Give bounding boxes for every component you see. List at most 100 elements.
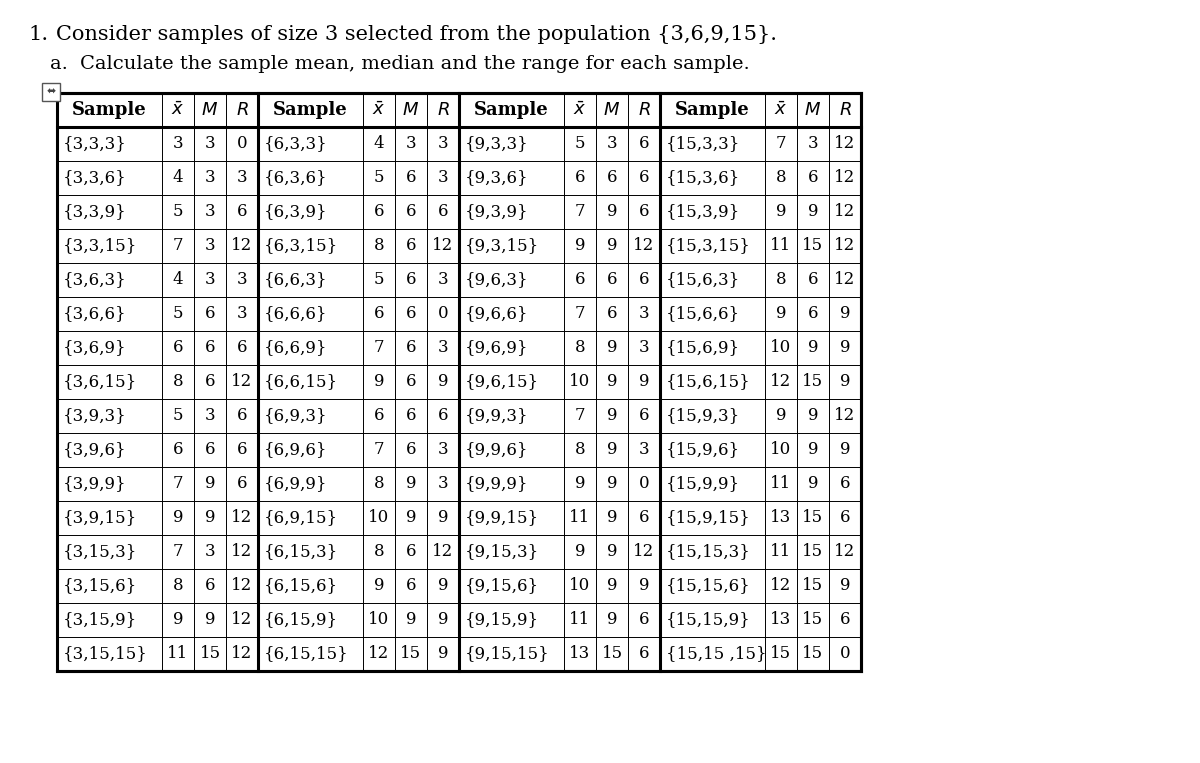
Text: 7: 7: [575, 204, 586, 221]
Text: {15,3,3}: {15,3,3}: [666, 136, 740, 153]
Text: 15: 15: [803, 510, 823, 526]
Text: 9: 9: [840, 340, 851, 356]
Text: {15,6,15}: {15,6,15}: [666, 374, 751, 391]
Text: 12: 12: [834, 543, 856, 561]
Text: {9,9,15}: {9,9,15}: [466, 510, 539, 526]
Text: {6,9,6}: {6,9,6}: [264, 442, 328, 459]
Text: $M$: $M$: [202, 101, 218, 119]
Text: 12: 12: [834, 204, 856, 221]
Text: $\bar{x}$: $\bar{x}$: [172, 101, 185, 119]
Text: 6: 6: [638, 169, 649, 186]
Text: {15,15,6}: {15,15,6}: [666, 578, 751, 594]
Text: 6: 6: [205, 374, 215, 391]
Text: 3: 3: [438, 340, 449, 356]
Text: {15,9,9}: {15,9,9}: [666, 475, 740, 492]
Text: 3: 3: [438, 136, 449, 153]
Text: 0: 0: [438, 305, 449, 323]
Text: 15: 15: [401, 645, 421, 662]
Text: 6: 6: [638, 510, 649, 526]
Text: 4: 4: [373, 136, 384, 153]
Text: 6: 6: [205, 305, 215, 323]
Text: Calculate the sample mean, median and the range for each sample.: Calculate the sample mean, median and th…: [80, 55, 750, 73]
Text: $R$: $R$: [235, 101, 248, 119]
Text: 12: 12: [834, 407, 856, 424]
Text: Sample: Sample: [72, 101, 146, 119]
Text: $R$: $R$: [437, 101, 449, 119]
Text: 6: 6: [406, 305, 416, 323]
Text: {15,6,3}: {15,6,3}: [666, 272, 740, 288]
Text: 8: 8: [775, 272, 786, 288]
Text: 6: 6: [638, 136, 649, 153]
Text: 13: 13: [770, 611, 792, 629]
Text: 9: 9: [607, 340, 617, 356]
Text: 12: 12: [834, 237, 856, 255]
Text: 9: 9: [438, 374, 449, 391]
Text: 9: 9: [607, 475, 617, 492]
Text: 6: 6: [236, 442, 247, 459]
Text: 9: 9: [205, 611, 215, 629]
Text: 8: 8: [575, 442, 586, 459]
Text: 3: 3: [438, 169, 449, 186]
Text: {9,15,6}: {9,15,6}: [466, 578, 539, 594]
Text: 6: 6: [236, 340, 247, 356]
Text: {6,15,15}: {6,15,15}: [264, 645, 349, 662]
Text: 9: 9: [607, 237, 617, 255]
Text: {3,9,15}: {3,9,15}: [64, 510, 137, 526]
Text: 6: 6: [607, 169, 617, 186]
Text: 9: 9: [575, 543, 586, 561]
Text: $R$: $R$: [637, 101, 650, 119]
Text: 6: 6: [205, 442, 215, 459]
Text: {6,15,9}: {6,15,9}: [264, 611, 338, 629]
Text: {3,6,15}: {3,6,15}: [64, 374, 137, 391]
Text: {15,9,3}: {15,9,3}: [666, 407, 740, 424]
Text: 9: 9: [808, 204, 818, 221]
Text: 9: 9: [840, 578, 851, 594]
Text: 6: 6: [808, 169, 818, 186]
Text: 6: 6: [236, 204, 247, 221]
Text: 10: 10: [569, 374, 590, 391]
Text: 6: 6: [406, 543, 416, 561]
Text: {9,6,9}: {9,6,9}: [466, 340, 528, 356]
Text: 3: 3: [205, 204, 215, 221]
Text: 9: 9: [406, 475, 416, 492]
Text: 6: 6: [236, 407, 247, 424]
Text: 9: 9: [840, 305, 851, 323]
Text: {3,9,6}: {3,9,6}: [64, 442, 127, 459]
Text: {9,3,15}: {9,3,15}: [466, 237, 539, 255]
Text: 9: 9: [575, 237, 586, 255]
Text: 9: 9: [775, 204, 786, 221]
Text: 4: 4: [173, 272, 184, 288]
Text: 7: 7: [173, 475, 184, 492]
Text: 3: 3: [205, 237, 215, 255]
Text: 6: 6: [438, 204, 449, 221]
Text: 15: 15: [803, 543, 823, 561]
Text: 6: 6: [840, 475, 851, 492]
Text: 9: 9: [638, 578, 649, 594]
Text: 15: 15: [601, 645, 623, 662]
Text: 15: 15: [803, 611, 823, 629]
Text: 11: 11: [770, 475, 792, 492]
Text: {15,9,6}: {15,9,6}: [666, 442, 740, 459]
Text: 9: 9: [173, 611, 184, 629]
Text: {3,6,6}: {3,6,6}: [64, 305, 127, 323]
Text: 6: 6: [406, 442, 416, 459]
Text: {3,3,6}: {3,3,6}: [64, 169, 127, 186]
Text: 11: 11: [167, 645, 188, 662]
Text: 11: 11: [770, 237, 792, 255]
Text: 6: 6: [373, 305, 384, 323]
Bar: [58, 93, 862, 671]
Text: 9: 9: [607, 407, 617, 424]
Text: {6,6,6}: {6,6,6}: [264, 305, 328, 323]
Text: 8: 8: [173, 578, 184, 594]
Text: 3: 3: [205, 407, 215, 424]
Text: 9: 9: [438, 645, 449, 662]
Text: 9: 9: [607, 578, 617, 594]
Text: 6: 6: [638, 611, 649, 629]
Text: 3: 3: [205, 272, 215, 288]
Text: 7: 7: [373, 442, 384, 459]
Text: {3,15,15}: {3,15,15}: [64, 645, 148, 662]
Text: 9: 9: [840, 442, 851, 459]
Text: {3,15,3}: {3,15,3}: [64, 543, 137, 561]
Text: 9: 9: [607, 204, 617, 221]
Text: 10: 10: [368, 510, 390, 526]
